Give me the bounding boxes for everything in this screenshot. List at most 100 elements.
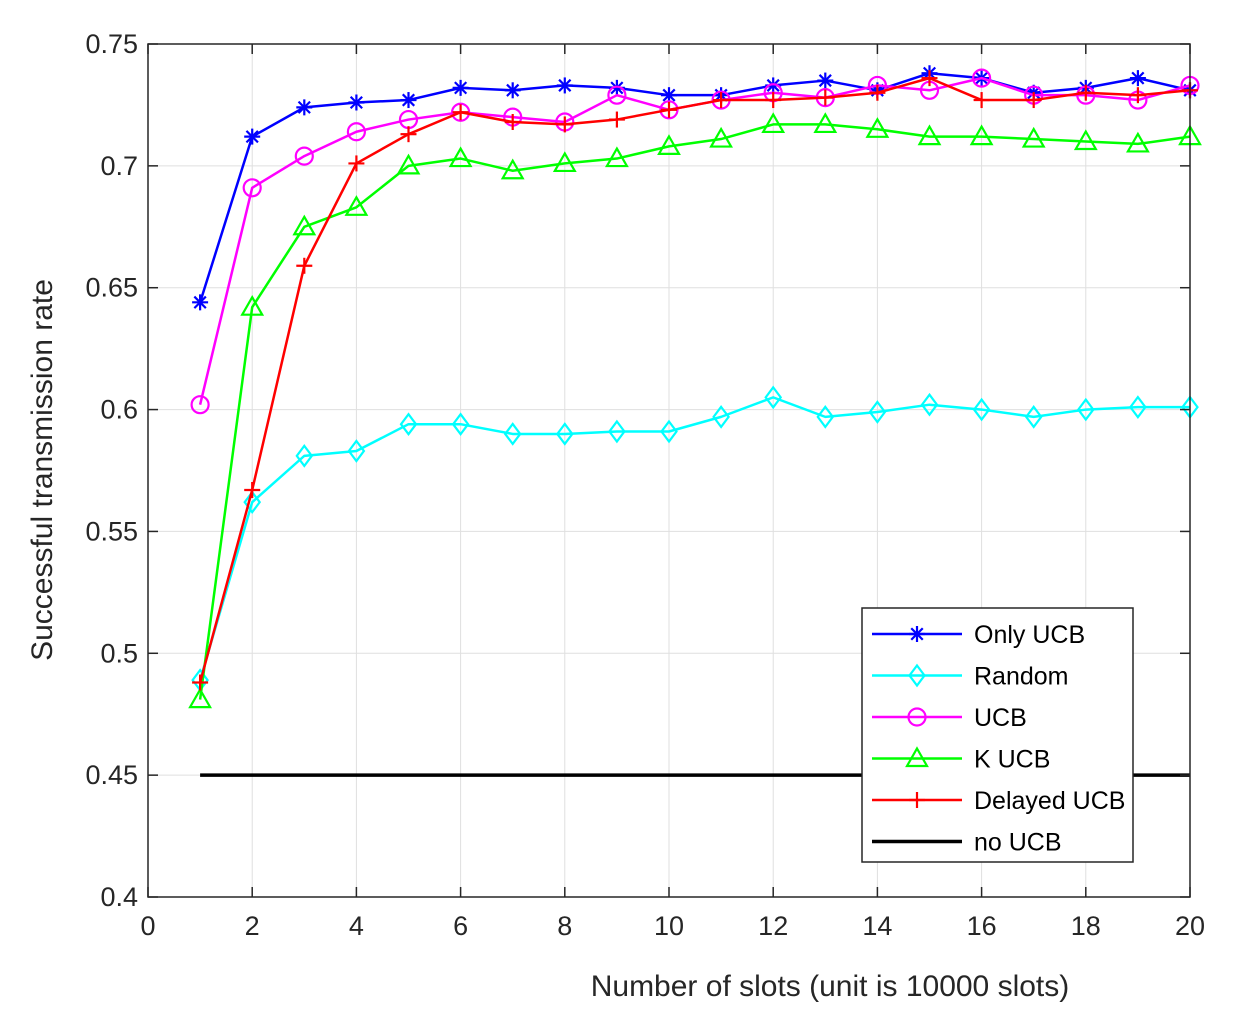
data-point-random <box>347 439 366 463</box>
data-point-k-ucb <box>552 151 577 173</box>
data-point-only-ucb <box>452 79 469 96</box>
y-tick-label: 0.7 <box>100 151 138 181</box>
y-tick-label: 0.65 <box>85 273 138 303</box>
data-point-delayed-ucb <box>296 257 313 274</box>
data-point-only-ucb <box>765 77 782 94</box>
data-point-random <box>660 419 678 444</box>
data-point-delayed-ucb <box>869 84 886 101</box>
data-point-random <box>295 444 314 468</box>
data-point-only-ucb <box>192 294 209 311</box>
legend-marker <box>909 792 925 808</box>
data-point-only-ucb <box>296 99 313 116</box>
legend-label: no UCB <box>974 829 1062 857</box>
data-point-only-ucb <box>608 79 625 96</box>
x-tick-label: 12 <box>758 911 788 941</box>
data-point-k-ucb <box>240 294 265 316</box>
legend-marker <box>907 707 927 727</box>
data-point-delayed-ucb <box>556 116 573 133</box>
data-point-delayed-ucb <box>973 92 990 109</box>
data-point-k-ucb <box>1073 129 1098 151</box>
y-tick-label: 0.5 <box>100 638 138 668</box>
data-point-k-ucb <box>500 158 525 180</box>
x-tick-label: 4 <box>349 911 364 941</box>
y-tick-label: 0.4 <box>100 882 138 912</box>
data-point-delayed-ucb <box>244 481 261 498</box>
tick-labels: 0 2 4 6 8 10 12 14 16 18 20 0.4 0.45 0.5 0.55 0.6 0.65 0.… <box>85 29 1205 941</box>
legend-entry-delayed-ucb: Delayed UCB <box>872 787 1125 815</box>
data-point-only-ucb <box>244 128 261 145</box>
legend-entry-no-ucb: no UCB <box>872 829 1062 857</box>
x-tick-label: 6 <box>453 911 468 941</box>
data-point-random <box>764 385 783 410</box>
x-tick-label: 8 <box>557 911 572 941</box>
data-point-ucb <box>242 178 262 198</box>
data-point-ucb <box>607 85 627 105</box>
data-point-k-ucb <box>813 112 838 134</box>
data-point-random <box>1076 397 1095 422</box>
data-point-random <box>555 422 574 446</box>
data-point-random <box>816 405 835 429</box>
data-point-delayed-ucb <box>400 126 417 143</box>
data-point-random <box>1129 395 1147 419</box>
data-point-k-ucb <box>761 112 786 134</box>
data-point-k-ucb <box>865 117 890 138</box>
data-point-k-ucb <box>605 146 629 168</box>
data-point-random <box>712 405 730 429</box>
data-point-k-ucb <box>969 124 994 146</box>
legend-box <box>861 607 1134 863</box>
data-point-delayed-ucb <box>192 674 209 691</box>
data-point-delayed-ucb <box>1129 87 1146 104</box>
data-point-delayed-ucb <box>1025 92 1042 109</box>
data-point-delayed-ucb <box>452 104 469 121</box>
data-point-only-ucb <box>504 82 521 99</box>
legend-label: Only UCB <box>974 621 1085 649</box>
data-point-k-ucb <box>396 153 421 175</box>
data-point-k-ucb <box>344 195 369 216</box>
data-point-delayed-ucb <box>661 101 677 118</box>
data-point-delayed-ucb <box>921 70 938 87</box>
x-tick-label: 18 <box>1071 911 1101 941</box>
data-point-random <box>399 412 418 437</box>
series-line-delayed-ucb <box>198 76 1191 683</box>
series-layer <box>188 65 1202 777</box>
x-axis-label: Number of slots (unit is 10000 slots) <box>591 970 1070 1003</box>
data-point-delayed-ucb <box>1077 84 1094 101</box>
data-point-ucb <box>451 102 471 122</box>
data-point-k-ucb <box>448 146 473 168</box>
data-point-ucb <box>346 122 366 142</box>
data-point-random <box>451 412 470 437</box>
series-line-random <box>198 396 1190 681</box>
series-line-only-ucb <box>198 71 1191 303</box>
data-point-random <box>243 490 262 515</box>
data-point-delayed-ucb <box>713 92 730 109</box>
legend-marker <box>905 746 929 768</box>
series-line-k-ucb <box>198 123 1191 700</box>
data-point-k-ucb <box>1021 126 1046 148</box>
data-point-k-ucb <box>188 687 212 709</box>
legend-entry-ucb: UCB <box>872 704 1027 732</box>
data-point-ucb <box>659 100 679 120</box>
data-point-only-ucb <box>556 77 573 94</box>
legend-entry-random: Random <box>872 663 1069 691</box>
data-point-random <box>1024 405 1043 429</box>
data-point-k-ucb <box>917 124 942 146</box>
data-point-delayed-ucb <box>765 92 782 109</box>
x-tick-label: 0 <box>140 911 155 941</box>
data-point-delayed-ucb <box>817 89 834 106</box>
data-point-only-ucb <box>400 92 417 109</box>
x-tick-label: 16 <box>967 911 997 941</box>
legend: Only UCB Random UCB K UCB Delayed UCB no UCB <box>861 607 1134 863</box>
data-point-ucb <box>190 395 210 415</box>
data-point-delayed-ucb <box>504 113 521 130</box>
data-point-random <box>868 400 887 424</box>
data-point-k-ucb <box>709 126 733 148</box>
data-point-k-ucb <box>1126 131 1150 153</box>
x-tick-label: 2 <box>245 911 260 941</box>
data-point-random <box>920 392 939 417</box>
legend-marker <box>908 663 926 688</box>
axis-ticks <box>147 43 1191 898</box>
data-point-delayed-ucb <box>348 155 365 172</box>
legend-marker <box>909 626 925 642</box>
y-tick-label: 0.55 <box>85 516 138 546</box>
